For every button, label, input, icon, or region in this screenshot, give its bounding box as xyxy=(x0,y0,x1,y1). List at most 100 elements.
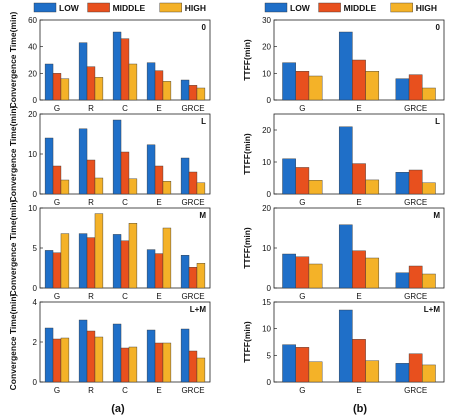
bar-low-e xyxy=(338,309,353,383)
y-tick-label: 0 xyxy=(267,378,272,387)
bar-low-c xyxy=(112,119,122,195)
y-tick-label: 0 xyxy=(33,284,38,293)
bar-low-r xyxy=(78,319,88,383)
bar-middle-grce xyxy=(408,74,423,101)
x-tick-label-g: G xyxy=(54,104,60,113)
bar-high-e xyxy=(365,70,380,101)
bar-low-r xyxy=(78,42,88,101)
x-tick-label-e: E xyxy=(356,104,361,113)
bar-low-grce xyxy=(395,172,410,195)
y-tick-label: 0 xyxy=(267,284,272,293)
bar-low-r xyxy=(78,233,88,289)
bar-low-e xyxy=(146,329,156,383)
bar-middle-e xyxy=(154,342,164,383)
bar-high-e xyxy=(162,81,172,101)
legend-label-middle: MIDDLE xyxy=(344,3,377,13)
y-tick-label: 10 xyxy=(262,325,271,334)
legend-label-high: HIGH xyxy=(185,3,206,13)
y-tick-label: 20 xyxy=(262,204,271,213)
bar-middle-grce xyxy=(188,171,198,195)
y-axis-label: Convergence Time(min) xyxy=(8,293,18,390)
y-tick-label: 60 xyxy=(28,16,37,25)
x-tick-label-grce: GRCE xyxy=(181,198,204,207)
x-tick-label-r: R xyxy=(88,198,94,207)
bar-middle-g xyxy=(295,347,310,383)
x-tick-label-grce: GRCE xyxy=(404,198,427,207)
x-tick-label-g: G xyxy=(299,386,305,395)
legend-label-high: HIGH xyxy=(416,3,437,13)
y-tick-label: 10 xyxy=(28,150,37,159)
bar-low-e xyxy=(338,224,353,289)
bar-low-g xyxy=(282,62,296,101)
bar-low-e xyxy=(338,126,353,195)
bar-low-grce xyxy=(180,79,190,101)
y-tick-label: 0 xyxy=(33,96,38,105)
bar-low-grce xyxy=(395,272,410,289)
y-tick-label: 0 xyxy=(267,190,272,199)
panel-tag: M xyxy=(199,211,206,220)
bar-low-g xyxy=(44,137,54,195)
bar-low-g xyxy=(282,253,296,289)
x-tick-label-e: E xyxy=(156,198,161,207)
y-tick-label: 10 xyxy=(262,158,271,167)
x-tick-label-c: C xyxy=(122,104,128,113)
bar-high-g xyxy=(60,78,70,101)
x-tick-label-r: R xyxy=(88,292,94,301)
bar-middle-grce xyxy=(188,350,198,383)
legend-label-low: LOW xyxy=(290,3,311,13)
bar-low-grce xyxy=(180,254,190,289)
x-tick-label-g: G xyxy=(299,198,305,207)
x-tick-label-r: R xyxy=(88,386,94,395)
bar-middle-g xyxy=(52,165,62,195)
bar-middle-r xyxy=(86,159,96,195)
x-tick-label-g: G xyxy=(299,292,305,301)
bar-middle-g xyxy=(295,70,310,101)
legend-swatch-high xyxy=(390,2,413,13)
y-axis-label: TTFF(min) xyxy=(242,133,252,175)
y-axis-label: Convergence Time(min) xyxy=(8,105,18,202)
legend-swatch-high xyxy=(159,2,183,13)
panel-tag: L xyxy=(435,117,440,126)
y-tick-label: 20 xyxy=(28,69,37,78)
x-tick-label-e: E xyxy=(156,104,161,113)
bar-low-c xyxy=(112,323,122,383)
y-tick-label: 0 xyxy=(267,96,272,105)
bar-high-e xyxy=(162,342,172,383)
y-tick-label: 0 xyxy=(33,190,38,199)
bar-high-r xyxy=(94,177,104,195)
bar-low-grce xyxy=(395,363,410,383)
bar-high-g xyxy=(308,75,323,101)
bar-high-r xyxy=(94,77,104,101)
bar-high-r xyxy=(94,213,104,289)
bar-high-g xyxy=(308,361,323,383)
bar-middle-r xyxy=(86,66,96,101)
bar-low-grce xyxy=(395,78,410,101)
panel-tag: L xyxy=(201,117,206,126)
bar-high-c xyxy=(128,346,138,383)
bar-high-g xyxy=(60,179,70,195)
y-tick-label: 20 xyxy=(28,110,37,119)
y-tick-label: 2 xyxy=(33,338,38,347)
y-axis-label: TTFF(min) xyxy=(242,227,252,269)
bar-high-e xyxy=(162,180,172,195)
bar-middle-grce xyxy=(408,353,423,383)
bar-low-g xyxy=(44,250,54,289)
bar-high-grce xyxy=(422,364,436,383)
y-axis-label: Convergence Time(min) xyxy=(8,199,18,296)
x-tick-label-r: R xyxy=(88,104,94,113)
x-tick-label-g: G xyxy=(54,198,60,207)
x-tick-label-g: G xyxy=(54,386,60,395)
bar-middle-grce xyxy=(408,265,423,289)
bar-high-g xyxy=(60,337,70,383)
bar-low-c xyxy=(112,234,122,289)
x-tick-label-g: G xyxy=(54,292,60,301)
bar-middle-e xyxy=(154,165,164,195)
x-tick-label-c: C xyxy=(122,198,128,207)
bar-middle-r xyxy=(86,330,96,383)
panel-tag: M xyxy=(433,211,440,220)
legend-swatch-low xyxy=(264,2,288,13)
bar-low-grce xyxy=(180,328,190,383)
bar-low-g xyxy=(44,63,54,101)
legend-swatch-middle xyxy=(318,2,341,13)
bar-high-e xyxy=(365,360,380,383)
